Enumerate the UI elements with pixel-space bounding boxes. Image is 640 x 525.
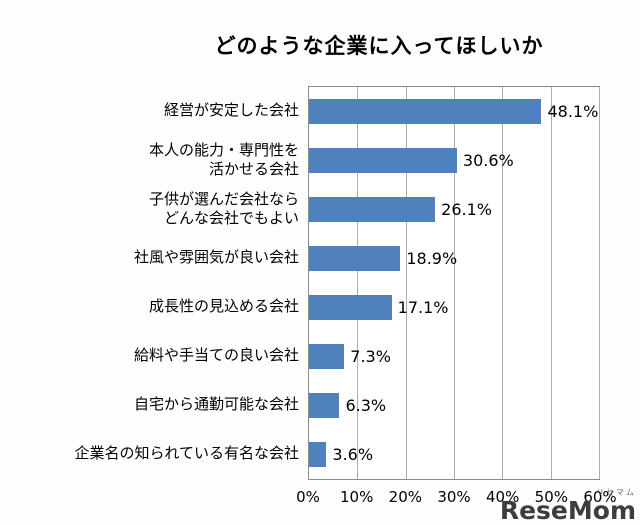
category-label: 自宅から通勤可能な会社 [133, 395, 299, 414]
bar-row: 7.3% [309, 332, 599, 381]
bar [309, 344, 345, 369]
x-tick-label: 60% [583, 488, 617, 506]
category-label: 成長性の見込める会社 [148, 297, 299, 316]
bar [309, 197, 436, 222]
category-label: 本人の能力・専門性を 活かせる会社 [148, 140, 299, 178]
bar [309, 442, 327, 467]
watermark-ruby: リセマム [596, 488, 636, 497]
plot-area: 48.1% 30.6% 26.1% 18.9% 17.1% 7.3% 6.3% 3.6% [308, 86, 600, 480]
gridline [550, 87, 552, 479]
x-tick-label: 0% [296, 488, 320, 506]
category-label: 社風や雰囲気が良い会社 [133, 248, 299, 267]
category-axis-labels: 経営が安定した会社本人の能力・専門性を 活かせる会社 子供が選んだ会社なら どんな… [8, 86, 308, 480]
x-tick-label: 10% [339, 488, 374, 506]
bar-value-label: 17.1% [397, 298, 449, 317]
category-label: 企業名の知られている有名な会社 [74, 444, 299, 463]
gridline [502, 87, 504, 479]
bar-row: 30.6% [309, 136, 599, 185]
bar-row: 3.6% [309, 430, 599, 479]
bar-row: 26.1% [309, 185, 599, 234]
bar-value-label: 7.3% [350, 347, 391, 366]
x-tick-label: 40% [485, 488, 520, 506]
bar [309, 295, 392, 320]
bar [309, 99, 542, 124]
gridline [357, 87, 359, 479]
bar [309, 148, 457, 173]
watermark-logo: ReseMom [499, 496, 636, 525]
x-tick-label: 20% [388, 488, 422, 506]
bar-row: 48.1% [309, 87, 599, 136]
category-label: 子供が選んだ会社なら どんな会社でもよい [148, 189, 299, 227]
gridline [405, 87, 407, 479]
gridline [454, 87, 455, 479]
bar-row: 6.3% [309, 381, 599, 430]
x-axis-ticks: 0% 10% 20% 30% 40% 50% 60% [296, 488, 617, 510]
x-tick-label: 50% [534, 488, 568, 506]
bar-value-label: 48.1% [547, 102, 599, 121]
category-label: 給料や手当ての良い会社 [133, 346, 299, 365]
bar-value-label: 6.3% [345, 396, 387, 415]
watermark: リセマム ReseMom [499, 488, 636, 525]
bar-value-label: 18.9% [406, 249, 458, 268]
chart-title: どのような企業に入ってほしいか [214, 34, 544, 58]
bar-row: 17.1% [309, 283, 599, 332]
category-label: 経営が安定した会社 [163, 101, 299, 120]
bar [309, 246, 401, 271]
bar [309, 393, 340, 418]
bar-value-label: 26.1% [441, 200, 492, 219]
gridline [599, 87, 600, 479]
bar-row: 18.9% [309, 234, 599, 283]
bar-value-label: 30.6% [462, 151, 514, 170]
bar-chart: 経営が安定した会社本人の能力・専門性を 活かせる会社 子供が選んだ会社なら どんな… [8, 86, 600, 480]
x-tick-label: 30% [437, 488, 471, 506]
bar-value-label: 3.6% [332, 445, 374, 464]
